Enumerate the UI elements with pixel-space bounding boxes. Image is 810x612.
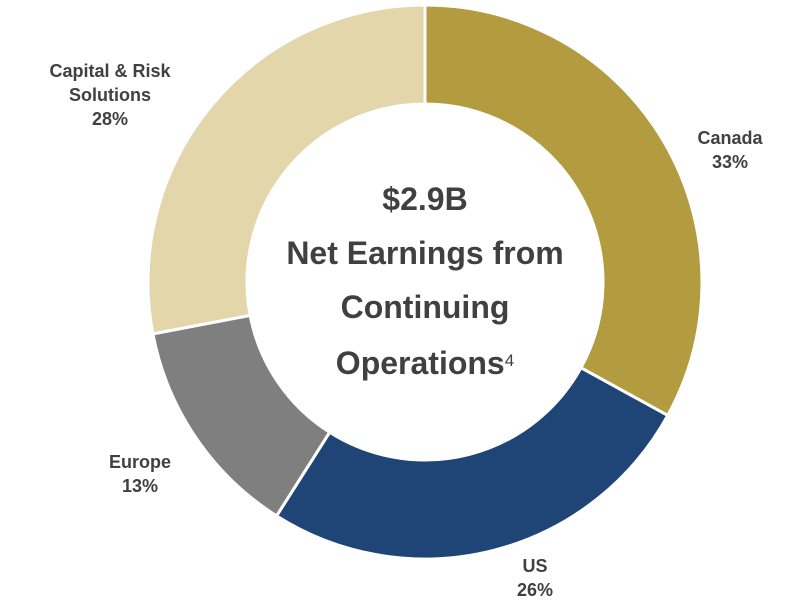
segment-label: Capital & Risk Solutions 28% — [20, 59, 200, 131]
center-label-wrap: Net Earnings from Continuing Operations4 — [265, 226, 585, 390]
category-label: Canada — [697, 128, 763, 148]
value-label: 33% — [711, 152, 749, 172]
segment-label: US 26% — [435, 554, 635, 602]
value-label: 13% — [121, 476, 159, 496]
footnote: 4 — [504, 351, 515, 370]
category-label: Europe — [108, 452, 171, 472]
donut-segment — [274, 365, 670, 561]
donut-segment — [146, 3, 427, 336]
center-amount: $2.9B — [382, 181, 468, 217]
value-label: 26% — [516, 580, 554, 600]
donut-segment — [423, 3, 704, 418]
category-label: Capital & Risk Solutions — [49, 61, 171, 105]
segment-label: Canada 33% — [630, 126, 810, 174]
category-label: US — [522, 556, 548, 576]
center-label: Net Earnings from Continuing Operations — [286, 235, 564, 381]
segment-label: Europe 13% — [40, 450, 240, 498]
value-label: 28% — [91, 109, 129, 129]
center-text: $2.9B Net Earnings from Continuing Opera… — [265, 172, 585, 390]
